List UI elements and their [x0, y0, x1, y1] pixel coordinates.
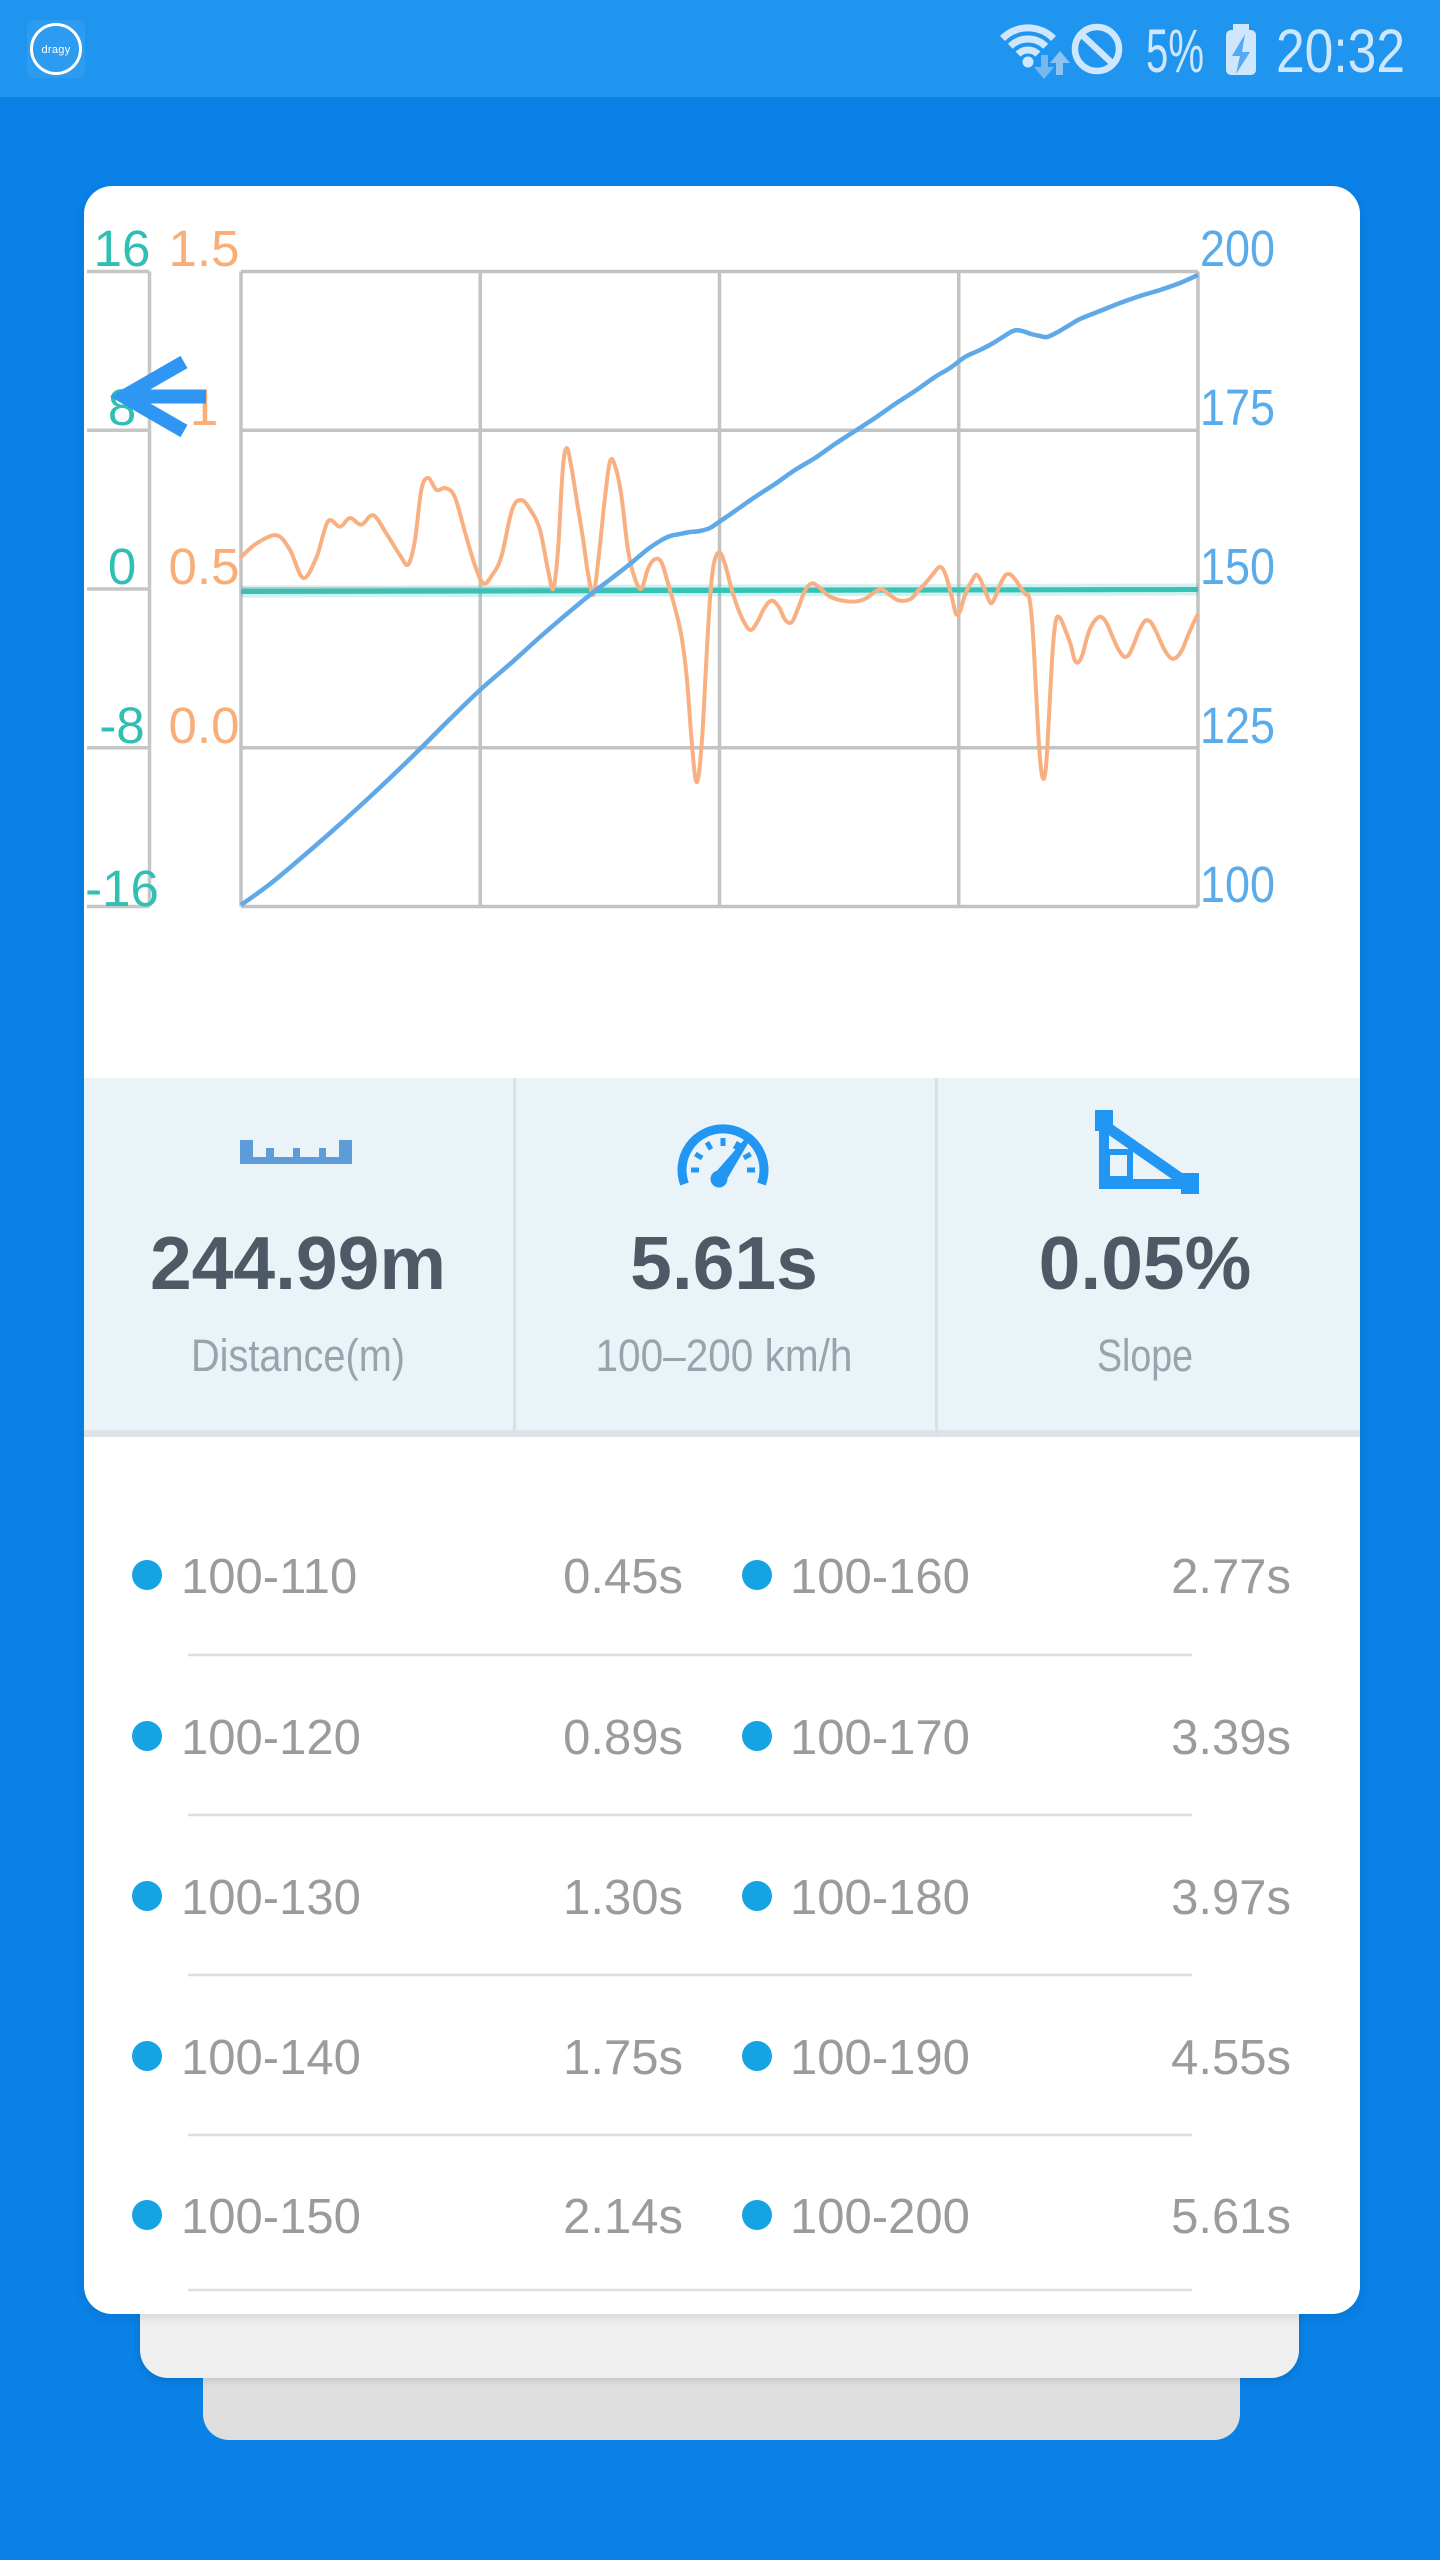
svg-text:100-200: 100-200 [790, 2190, 970, 2244]
svg-text:100-120: 100-120 [181, 1711, 361, 1765]
svg-text:0: 0 [108, 538, 136, 595]
svg-text:Slope: Slope [1097, 1330, 1193, 1381]
svg-text:150: 150 [1200, 538, 1275, 595]
svg-text:100–200 km/h: 100–200 km/h [596, 1330, 853, 1381]
svg-text:5%: 5% [1146, 17, 1204, 85]
svg-text:5.61s: 5.61s [630, 1221, 818, 1305]
svg-text:0.89s: 0.89s [563, 1711, 683, 1765]
svg-text:0.45s: 0.45s [563, 1550, 683, 1604]
svg-text:1.5: 1.5 [169, 220, 240, 277]
svg-text:100-160: 100-160 [790, 1550, 970, 1604]
svg-text:100-180: 100-180 [790, 1871, 970, 1925]
svg-text:175: 175 [1200, 379, 1275, 436]
svg-text:3.97s: 3.97s [1171, 1871, 1291, 1925]
svg-text:-16: -16 [85, 860, 159, 917]
svg-text:1.75s: 1.75s [563, 2031, 683, 2085]
svg-text:Distance(m): Distance(m) [191, 1330, 405, 1381]
svg-text:100-150: 100-150 [181, 2190, 361, 2244]
svg-text:0.5: 0.5 [169, 538, 240, 595]
svg-text:125: 125 [1200, 697, 1275, 754]
svg-text:244.99m: 244.99m [150, 1221, 446, 1305]
svg-text:200: 200 [1200, 220, 1275, 277]
svg-text:100-110: 100-110 [181, 1550, 357, 1604]
svg-text:3.39s: 3.39s [1171, 1711, 1291, 1765]
svg-text:0.05%: 0.05% [1039, 1221, 1252, 1305]
svg-text:0.0: 0.0 [169, 697, 240, 754]
svg-text:4.55s: 4.55s [1171, 2031, 1291, 2085]
svg-text:20:32: 20:32 [1276, 17, 1405, 85]
svg-text:16: 16 [94, 220, 151, 277]
svg-text:100-190: 100-190 [790, 2031, 970, 2085]
svg-text:1.30s: 1.30s [563, 1871, 683, 1925]
svg-text:2.77s: 2.77s [1171, 1550, 1291, 1604]
svg-text:5.61s: 5.61s [1171, 2190, 1291, 2244]
svg-text:-8: -8 [99, 697, 144, 754]
svg-text:100-130: 100-130 [181, 1871, 361, 1925]
svg-text:2.14s: 2.14s [563, 2190, 683, 2244]
svg-text:1: 1 [190, 379, 218, 436]
svg-text:dragy: dragy [41, 44, 70, 56]
svg-text:100: 100 [1200, 856, 1275, 913]
svg-text:100-170: 100-170 [790, 1711, 970, 1765]
svg-text:100-140: 100-140 [181, 2031, 361, 2085]
